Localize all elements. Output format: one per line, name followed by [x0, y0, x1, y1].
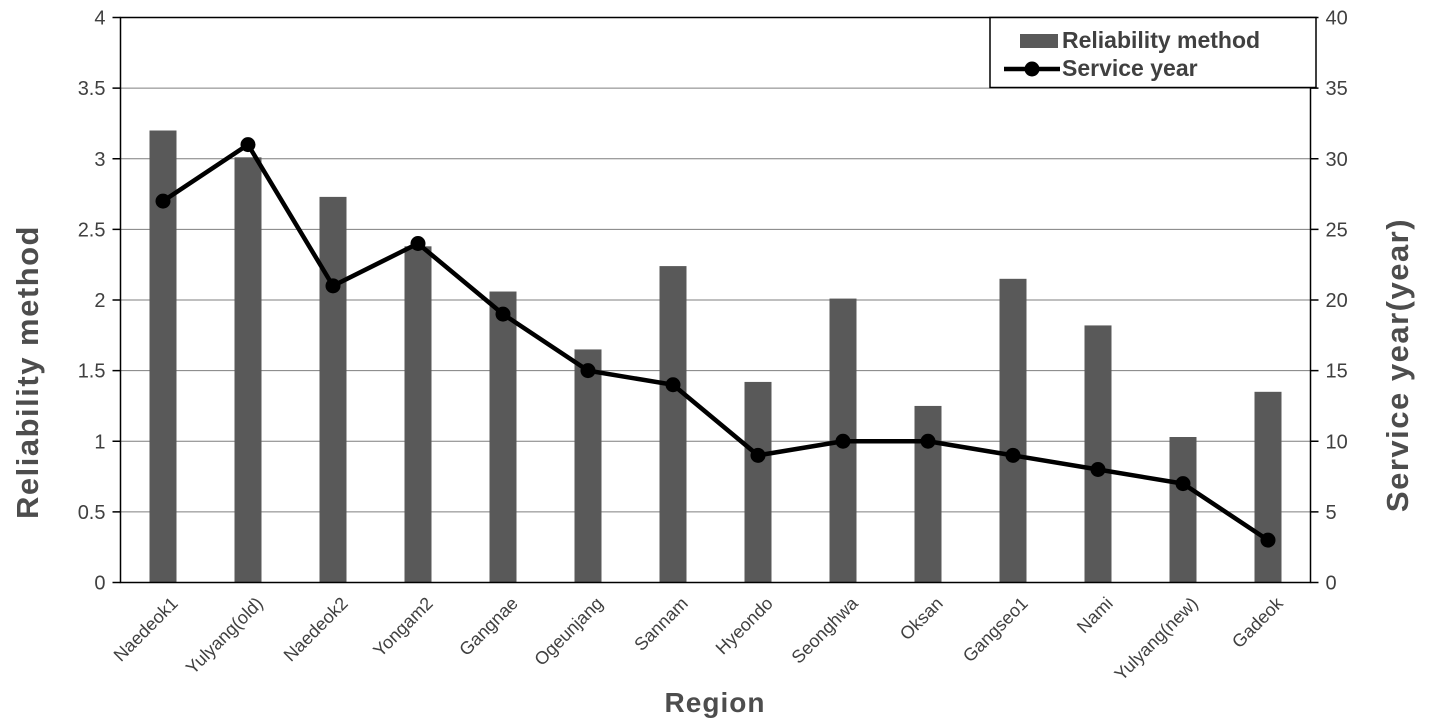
marker-Ogeunjang [580, 363, 596, 379]
right-axis-tick-label: 35 [1326, 78, 1348, 100]
x-axis-title: Region [665, 687, 766, 718]
left-axis-tick-label: 2 [94, 290, 105, 312]
marker-Yongam2 [410, 236, 426, 251]
left-axis-tick-label: 0 [94, 573, 105, 595]
right-axis-tick-label: 5 [1326, 502, 1337, 524]
bar-Gangseo1 [999, 278, 1027, 583]
legend-marker-swatch-icon [1024, 61, 1040, 77]
x-category-label-Yulyang(old): Yulyang(old) [182, 593, 267, 678]
bar-Gadeok [1254, 391, 1282, 583]
marker-Naedeok1 [155, 193, 171, 209]
left-axis-tick-label: 2.5 [78, 219, 106, 241]
right-axis-tick-label: 30 [1326, 149, 1348, 171]
bar-Hyeondo [744, 381, 772, 583]
bar-Yongam2 [404, 246, 432, 583]
legend-bar-swatch-icon [1020, 34, 1058, 48]
marker-Sannam [665, 377, 681, 393]
marker-Yulyang(old) [240, 137, 256, 153]
left-axis-tick-label: 3 [94, 149, 105, 171]
left-axis-tick-label: 1 [94, 431, 105, 453]
x-category-label-Naedeok2: Naedeok2 [280, 593, 352, 665]
left-axis-tick-label: 0.5 [78, 502, 106, 524]
marker-Yulyang(new) [1175, 476, 1191, 492]
right-axis-tick-label: 40 [1326, 8, 1348, 30]
marker-Seonghwa [835, 433, 851, 449]
bar-Ogeunjang [574, 349, 602, 583]
x-category-label-Nami: Nami [1073, 593, 1117, 637]
bar-Sannam [659, 266, 687, 583]
bar-Nami [1084, 325, 1112, 583]
right-axis-tick-label: 25 [1326, 219, 1348, 241]
legend-box [989, 16, 1317, 89]
marker-Gadeok [1260, 532, 1276, 548]
bar-Gangnae [489, 291, 517, 583]
bar-Oksan [914, 405, 942, 583]
marker-Gangseo1 [1005, 447, 1021, 463]
left-axis-tick-label: 1.5 [78, 361, 106, 383]
right-axis-tick-label: 15 [1326, 361, 1348, 383]
x-category-label-Sannam: Sannam [630, 593, 692, 655]
left-axis-title: Reliability method [10, 225, 45, 519]
right-axis-title: Service year(year) [1380, 218, 1415, 512]
marker-Hyeondo [750, 447, 766, 463]
x-category-label-Yulyang(new): Yulyang(new) [1111, 593, 1202, 684]
right-axis-tick-label: 0 [1326, 573, 1337, 595]
marker-Gangnae [495, 306, 511, 322]
marker-Nami [1090, 462, 1106, 477]
legend-label-reliability-method: Reliability method [1062, 27, 1260, 53]
x-category-label-Gangnae: Gangnae [455, 593, 522, 660]
legend-label-service-year: Service year [1062, 55, 1198, 81]
right-axis-tick-label: 20 [1326, 290, 1348, 312]
left-axis-tick-label: 4 [94, 8, 105, 30]
x-category-label-Seonghwa: Seonghwa [788, 592, 863, 667]
x-category-label-Ogeunjang: Ogeunjang [530, 593, 606, 669]
x-category-label-Gangseo1: Gangseo1 [959, 593, 1032, 666]
x-category-label-Oksan: Oksan [896, 593, 947, 644]
marker-Oksan [920, 433, 936, 449]
bar-Naedeok2 [319, 196, 347, 583]
bar-Yulyang(new) [1169, 437, 1197, 583]
bar-Yulyang(old) [234, 157, 262, 583]
right-axis-tick-label: 10 [1326, 431, 1348, 453]
x-category-label-Yongam2: Yongam2 [369, 593, 436, 660]
service-year-line [160, 142, 1271, 543]
x-category-label-Gadeok: Gadeok [1228, 592, 1287, 651]
marker-Naedeok2 [325, 278, 341, 294]
x-category-label-Naedeok1: Naedeok1 [110, 593, 182, 665]
x-category-label-Hyeondo: Hyeondo [712, 593, 777, 658]
left-axis-tick-label: 3.5 [78, 78, 106, 100]
